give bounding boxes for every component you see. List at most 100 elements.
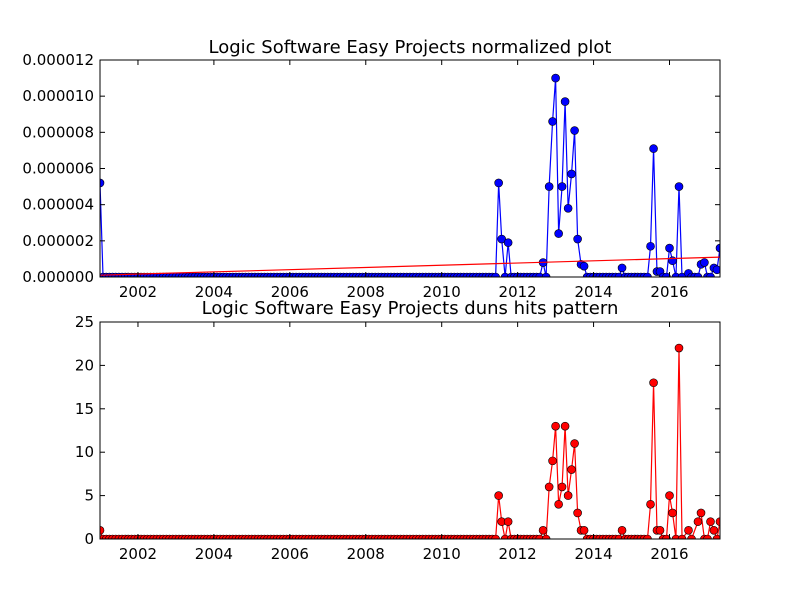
normalized-plot-point <box>563 203 573 213</box>
normalized-plot-y-tick-label: 0.000012 <box>22 51 94 69</box>
normalized-plot-point <box>560 97 570 106</box>
duns-hits-point <box>665 491 674 500</box>
normalized-plot-x-tick-label: 2002 <box>119 283 157 301</box>
duns-hits-point <box>563 491 573 500</box>
duns-hits-point <box>538 526 548 535</box>
duns-hits-x-tick-label: 2014 <box>574 545 612 563</box>
normalized-plot-x-tick-label: 2012 <box>499 283 537 301</box>
normalized-plot-panel: Logic Software Easy Projects normalized … <box>22 37 721 301</box>
duns-hits-x-tick-label: 2002 <box>119 545 157 563</box>
duns-hits-panel: Logic Software Easy Projects duns hits p… <box>75 298 721 563</box>
duns-hits-point <box>687 534 696 539</box>
normalized-plot-point <box>646 241 655 251</box>
duns-hits-point <box>554 499 563 509</box>
normalized-plot-point <box>693 272 703 277</box>
duns-hits-point <box>567 465 576 474</box>
normalized-plot-point <box>557 182 567 191</box>
duns-hits-x-tick-label: 2006 <box>271 545 309 563</box>
duns-hits-point <box>696 508 706 518</box>
normalized-plot-point <box>548 117 557 126</box>
duns-hits-point <box>491 534 500 539</box>
duns-hits-y-tick-label: 15 <box>75 400 94 418</box>
duns-hits-x-tick-label: 2008 <box>347 545 385 563</box>
duns-hits-point <box>617 526 627 535</box>
duns-hits-point <box>662 534 671 539</box>
normalized-plot-x-tick-label: 2006 <box>271 283 309 301</box>
duns-hits-point <box>557 482 567 492</box>
duns-hits-point <box>668 508 677 518</box>
duns-hits-x-tick-label: 2016 <box>650 545 688 563</box>
normalized-plot-point <box>494 178 503 188</box>
normalized-plot-point <box>712 265 720 275</box>
duns-hits-point <box>503 517 513 526</box>
normalized-plot-point <box>700 258 709 267</box>
duns-hits-title: Logic Software Easy Projects duns hits p… <box>202 298 619 319</box>
normalized-plot-y-tick-label: 0.000000 <box>22 268 94 286</box>
duns-hits-point <box>677 534 687 539</box>
duns-hits-point <box>541 534 551 539</box>
duns-hits-x-tick-label: 2004 <box>195 545 233 563</box>
normalized-plot-x-tick-label: 2010 <box>423 283 461 301</box>
duns-hits-point <box>709 526 719 535</box>
normalized-plot-y-tick-label: 0.000010 <box>22 87 94 105</box>
normalized-plot-point <box>100 178 105 188</box>
duns-hits-y-tick-label: 0 <box>84 530 94 548</box>
duns-hits-frame <box>99 321 721 540</box>
duns-hits-point <box>715 517 720 526</box>
normalized-plot-x-tick-label: 2004 <box>195 283 233 301</box>
duns-hits-point <box>560 421 570 431</box>
duns-hits-x-tick-label: 2012 <box>499 545 537 563</box>
duns-hits-point <box>535 534 544 539</box>
duns-hits-point <box>551 421 560 431</box>
duns-hits-y-tick-label: 10 <box>75 443 94 461</box>
duns-hits-point <box>706 517 715 526</box>
normalized-plot-title: Logic Software Easy Projects normalized … <box>209 37 612 58</box>
normalized-plot-point <box>503 238 513 247</box>
normalized-plot-point <box>662 272 671 277</box>
normalized-plot-y-tick-label: 0.000008 <box>22 123 94 141</box>
duns-hits-y-tick-label: 5 <box>84 487 94 505</box>
duns-hits-point <box>684 526 693 535</box>
duns-hits-y-ticks: 0 5 10 15 20 25 <box>75 313 720 548</box>
duns-hits-point <box>579 526 589 535</box>
normalized-plot-point <box>544 182 554 191</box>
normalized-plot-point <box>535 272 544 277</box>
normalized-plot-x-tick-label: 2008 <box>347 283 385 301</box>
normalized-plot-point <box>567 169 576 179</box>
duns-hits-point <box>494 491 503 500</box>
duns-hits-x-tick-label: 2010 <box>423 545 461 563</box>
duns-hits-point <box>544 482 554 492</box>
duns-hits-point <box>643 534 652 539</box>
normalized-plot-y-tick-label: 0.000004 <box>22 196 94 214</box>
normalized-plot-point <box>643 272 652 277</box>
normalized-plot-series-1-line <box>100 256 720 276</box>
normalized-plot-x-tick-label: 2016 <box>650 283 688 301</box>
duns-hits-point <box>703 534 712 539</box>
duns-hits-point <box>712 534 720 539</box>
duns-hits-point <box>674 343 684 353</box>
normalized-plot-y-ticks: 0.000000 0.000002 0.000004 0.000006 0.000008… <box>22 51 720 286</box>
duns-hits-point <box>646 499 655 509</box>
duns-hits-x-ticks: 2002 2004 2006 2008 2010 2012 2014 2016 <box>119 322 689 563</box>
normalized-plot-point <box>497 234 506 244</box>
normalized-plot-point <box>677 272 687 277</box>
normalized-plot-x-tick-label: 2014 <box>574 283 612 301</box>
duns-hits-y-tick-label: 20 <box>75 356 94 374</box>
duns-hits-point <box>693 517 703 526</box>
normalized-plot-point <box>554 229 563 238</box>
normalized-plot-point <box>541 272 551 277</box>
normalized-plot-point <box>706 272 715 277</box>
normalized-plot-series <box>100 73 720 277</box>
normalized-plot-point <box>715 243 720 253</box>
normalized-plot-point <box>491 272 500 277</box>
normalized-plot-point <box>573 234 582 244</box>
normalized-plot-point <box>617 263 627 273</box>
normalized-plot-point <box>649 144 658 153</box>
duns-hits-point <box>548 456 557 466</box>
normalized-plot-point <box>665 243 674 253</box>
normalized-plot-point <box>570 126 579 135</box>
duns-hits-point <box>570 439 579 448</box>
duns-hits-series <box>100 343 720 539</box>
